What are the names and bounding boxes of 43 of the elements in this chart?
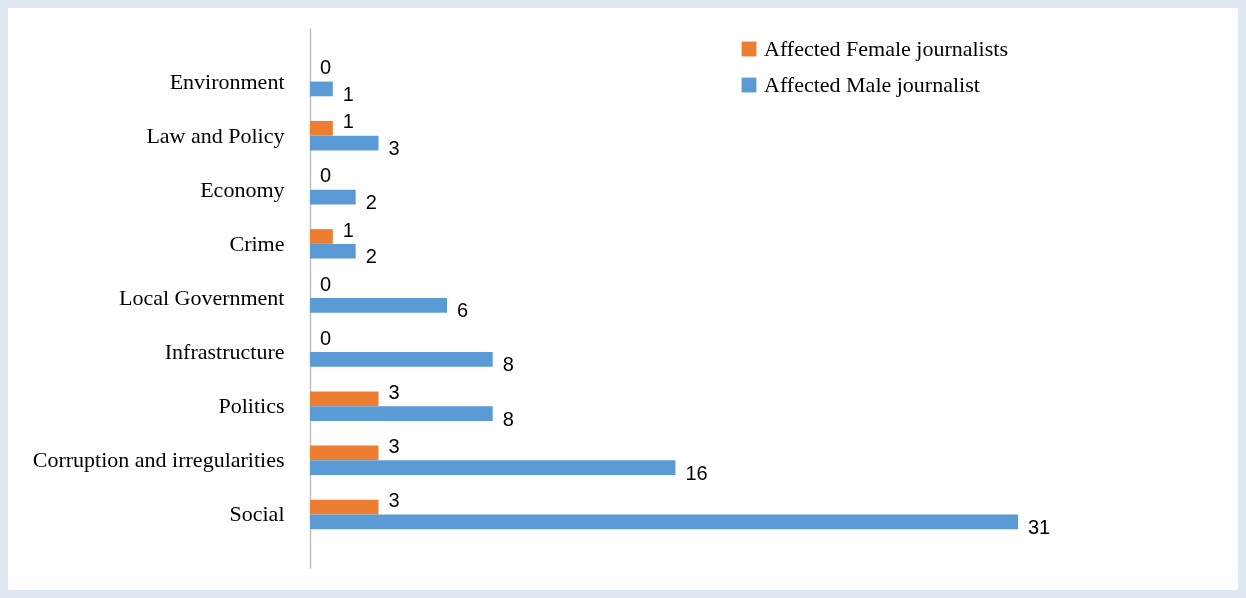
bar: [310, 120, 333, 136]
bar: [310, 391, 379, 407]
bar: [310, 229, 333, 244]
bar: [310, 406, 493, 421]
bar: [310, 243, 356, 259]
y-tick-label: Social: [229, 501, 285, 527]
bar: [310, 189, 356, 205]
y-tick-label: Crime: [229, 230, 285, 256]
legend-label: Affected Male journalist: [764, 72, 980, 97]
data-label: 2: [365, 245, 377, 268]
y-tick-label: Local Government: [118, 285, 285, 310]
y-tick-label: Corruption and irregularities: [32, 447, 285, 473]
y-tick-label: Law and Policy: [146, 122, 285, 148]
bar: [310, 445, 379, 461]
bar: [310, 135, 379, 151]
data-label: 6: [457, 299, 469, 322]
y-tick-label: Infrastructure: [164, 339, 285, 365]
data-label: 2: [365, 191, 377, 214]
legend-label: Affected Female journalists: [764, 36, 1008, 61]
data-label: 0: [320, 164, 332, 187]
data-label: 1: [342, 110, 354, 133]
data-label: 0: [320, 272, 332, 295]
bar: [310, 352, 493, 367]
bar: [310, 499, 379, 515]
data-label: 0: [320, 326, 332, 349]
y-tick-label: Economy: [200, 176, 285, 202]
bar: [310, 460, 676, 476]
data-label: 3: [388, 489, 400, 512]
data-label: 1: [342, 82, 354, 105]
data-label: 3: [388, 380, 400, 403]
data-label: 1: [342, 218, 354, 241]
data-label: 0: [320, 56, 332, 79]
data-label: 8: [502, 353, 514, 376]
bar: [310, 298, 448, 313]
data-label: 8: [502, 407, 514, 430]
data-label: 3: [388, 434, 400, 457]
y-tick-label: Environment: [169, 68, 285, 94]
bar: [310, 81, 333, 97]
data-label: 3: [388, 137, 400, 160]
data-label: 16: [685, 461, 708, 484]
data-label: 31: [1028, 515, 1051, 538]
bar: [310, 514, 1018, 530]
y-tick-label: Politics: [218, 393, 285, 419]
